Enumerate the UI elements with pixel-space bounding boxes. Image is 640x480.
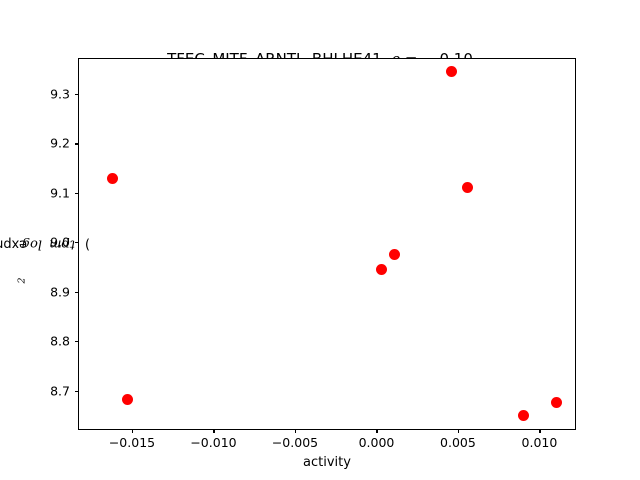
x-axis-tick-label: 0.000 xyxy=(358,435,395,450)
y-axis-tick-label: 8.8 xyxy=(50,333,70,349)
y-axis-tick xyxy=(75,192,79,194)
scatter-point xyxy=(388,249,400,261)
y-axis-tick-label: 8.7 xyxy=(50,383,70,399)
y-axis-tick xyxy=(75,93,79,96)
scatter-point xyxy=(375,264,387,276)
x-axis-tick xyxy=(457,429,460,433)
scatter-point xyxy=(551,397,563,409)
y-axis-tick xyxy=(75,390,79,392)
scatter-point xyxy=(462,182,474,194)
y-axis-tick-label: 9.1 xyxy=(50,185,70,201)
x-axis-tick-label: −0.010 xyxy=(190,435,237,450)
x-axis-tick-label: −0.015 xyxy=(108,435,156,450)
x-axis-tick xyxy=(376,429,378,433)
y-axis-label-suffix: ) xyxy=(84,236,90,252)
y-axis-tick-label: 9.2 xyxy=(50,135,70,151)
x-axis-tick xyxy=(131,429,134,433)
y-axis-tick xyxy=(75,341,79,343)
y-axis-tick-label: 9.3 xyxy=(50,86,70,102)
x-axis-tick xyxy=(294,429,297,433)
scatter-point xyxy=(106,172,118,184)
x-axis-tick-label: 0.010 xyxy=(521,435,558,450)
x-axis-tick-label: 0.005 xyxy=(440,435,476,450)
y-axis-label-math-sub: 2 xyxy=(16,277,28,284)
scatter-point xyxy=(445,66,457,78)
y-axis-tick xyxy=(75,242,79,244)
x-axis-tick xyxy=(539,429,541,433)
plot-area xyxy=(79,59,575,429)
y-axis-tick xyxy=(75,143,79,145)
scatter-point xyxy=(518,409,530,421)
y-axis-tick-label: 8.9 xyxy=(50,284,70,300)
x-axis-tick xyxy=(213,429,215,433)
x-axis-tick-label: −0.005 xyxy=(271,435,319,450)
y-axis-tick xyxy=(75,291,79,293)
x-axis-label: activity xyxy=(303,455,351,470)
scatter-point xyxy=(122,394,134,406)
y-axis-tick-label: 9.0 xyxy=(50,234,70,250)
plot-axes: −0.015 −0.010 −0.005 0.000 0.005 0.010 8.7 8.8 8… xyxy=(50,58,576,450)
